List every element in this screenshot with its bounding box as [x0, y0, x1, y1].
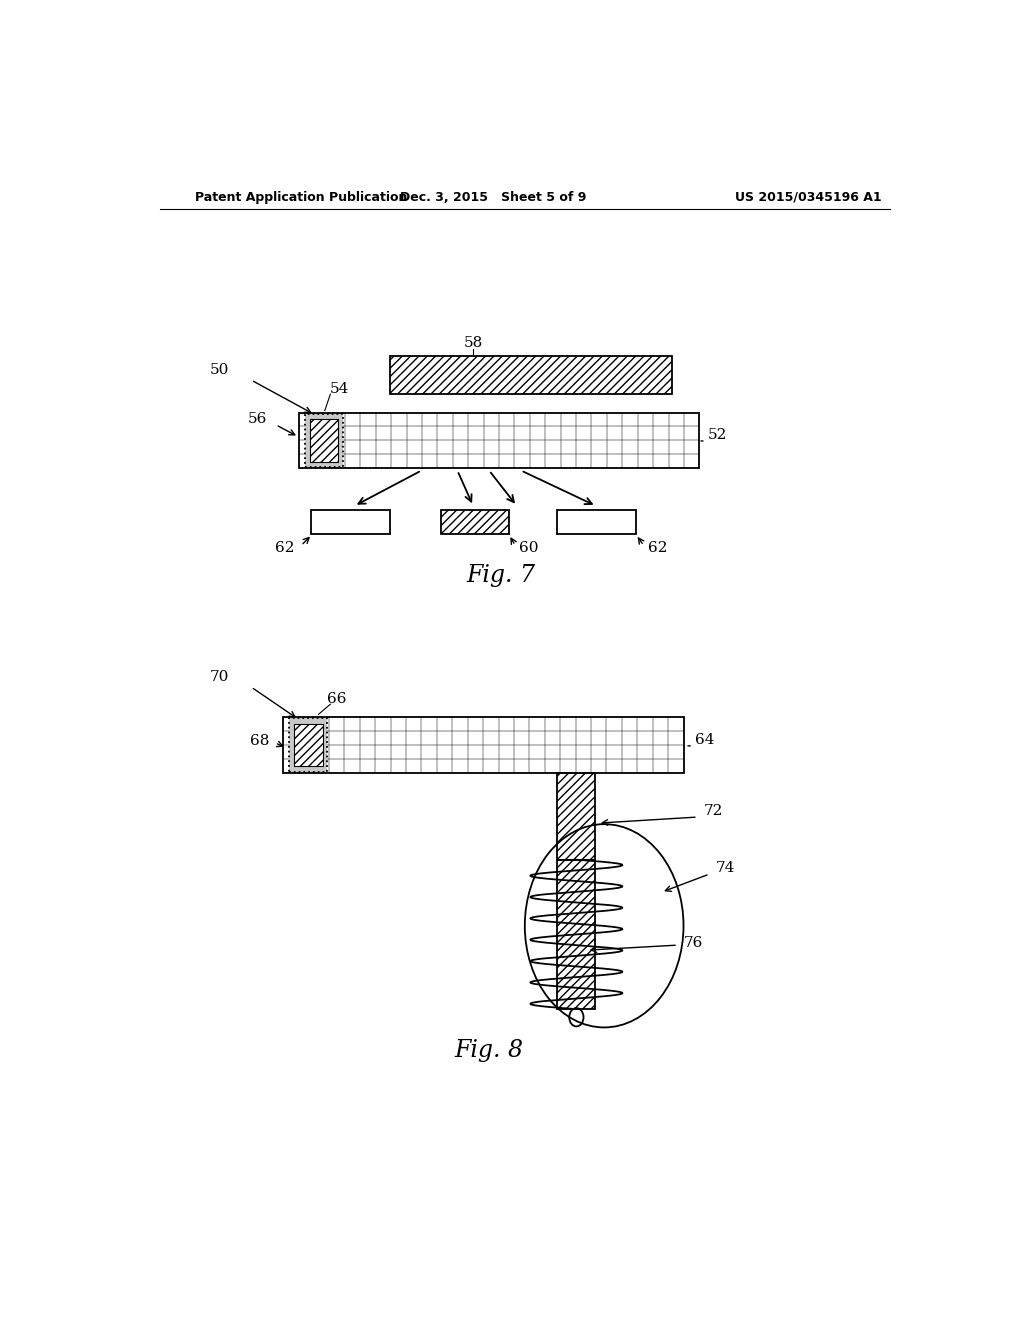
Text: 62: 62	[648, 541, 668, 554]
Bar	[310, 510, 390, 535]
Bar	[294, 725, 323, 767]
Text: 50: 50	[210, 363, 229, 376]
Text: 52: 52	[708, 428, 727, 442]
Text: Patent Application Publication: Patent Application Publication	[196, 190, 408, 203]
Text: 54: 54	[330, 381, 349, 396]
Bar	[299, 412, 699, 469]
Bar	[309, 420, 339, 462]
Text: Dec. 3, 2015   Sheet 5 of 9: Dec. 3, 2015 Sheet 5 of 9	[399, 190, 587, 203]
Bar	[283, 718, 684, 774]
Text: 70: 70	[210, 669, 229, 684]
Text: Fig. 7: Fig. 7	[467, 564, 536, 586]
Bar	[557, 774, 595, 859]
Bar	[441, 510, 509, 535]
Text: US 2015/0345196 A1: US 2015/0345196 A1	[735, 190, 882, 203]
Bar	[557, 859, 595, 1008]
Bar	[390, 355, 672, 395]
Text: 56: 56	[248, 412, 267, 425]
Bar	[289, 718, 328, 772]
Text: 64: 64	[695, 733, 715, 747]
Text: Fig. 8: Fig. 8	[455, 1039, 523, 1063]
Text: 76: 76	[684, 936, 702, 950]
Bar	[305, 413, 343, 467]
Text: 66: 66	[327, 692, 346, 706]
Text: 62: 62	[275, 541, 295, 554]
Bar	[557, 510, 636, 535]
Text: 68: 68	[250, 734, 269, 748]
Text: 74: 74	[715, 861, 734, 875]
Text: 60: 60	[519, 541, 539, 554]
Text: 72: 72	[703, 804, 723, 818]
Text: 58: 58	[464, 337, 483, 350]
